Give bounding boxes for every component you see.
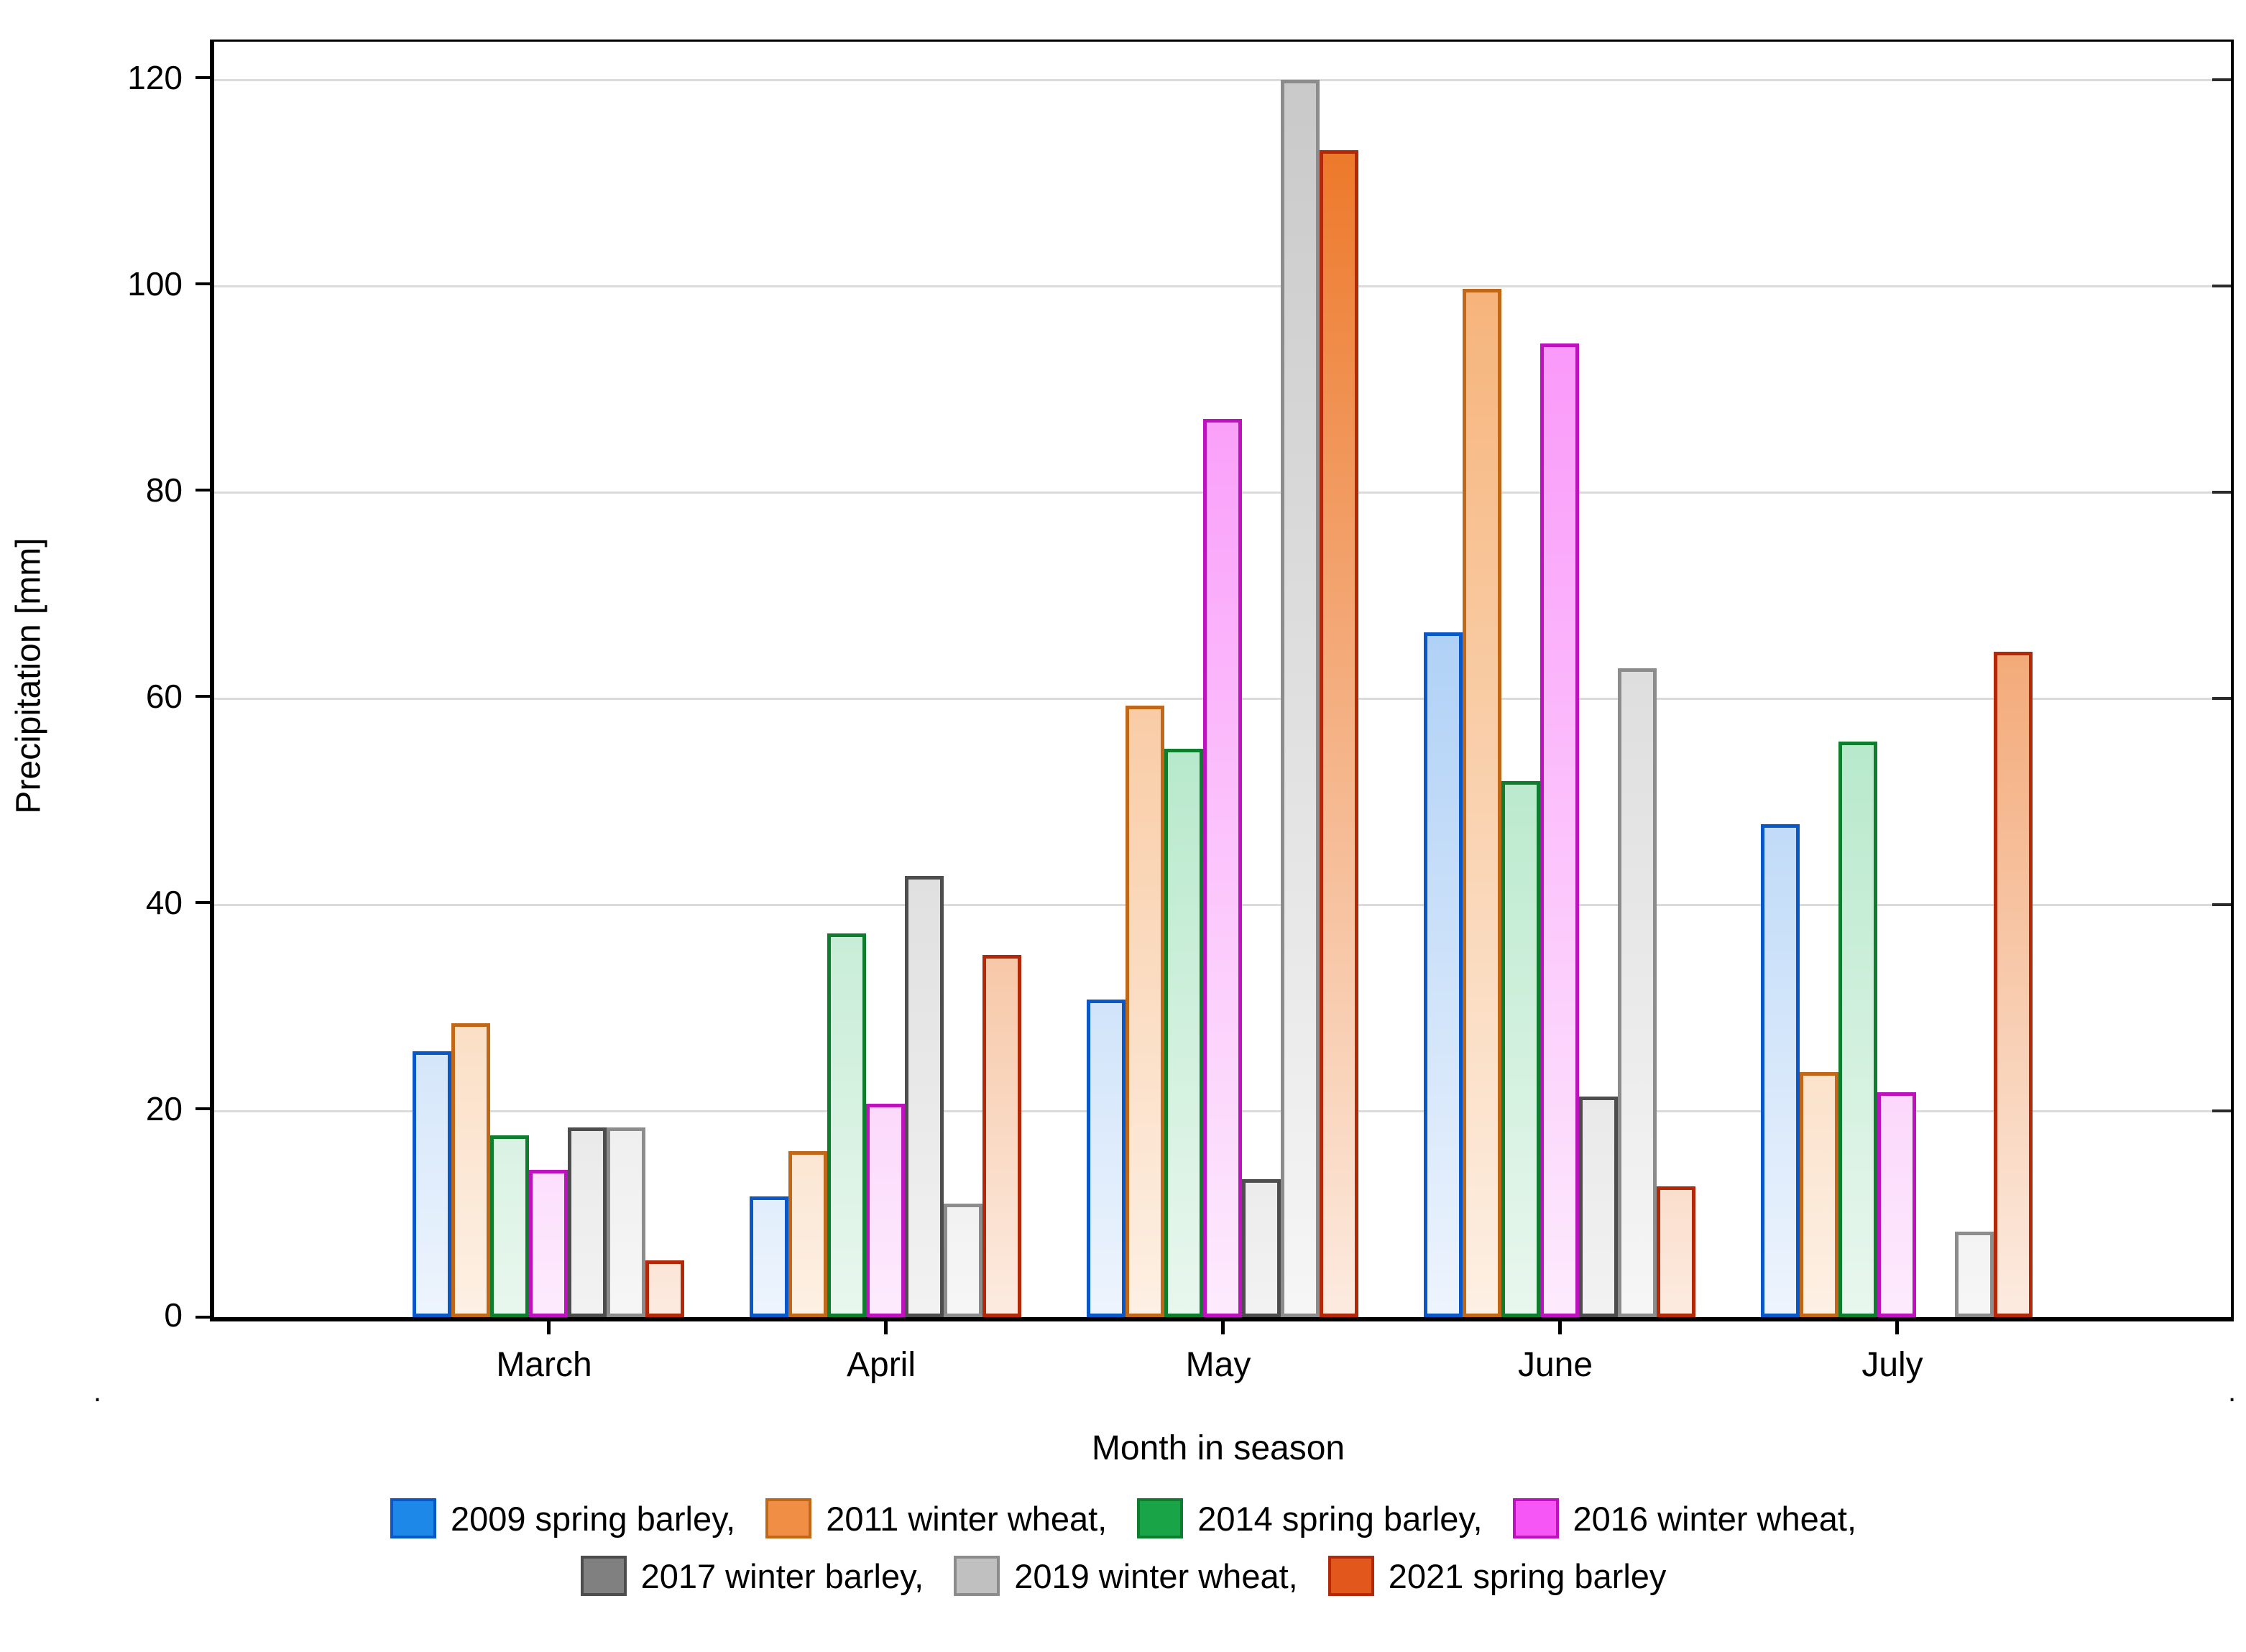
bar-march-2017 (568, 1127, 607, 1317)
x-tick-may (1221, 1317, 1225, 1334)
legend-swatch-2016 (1512, 1498, 1559, 1538)
bar-april-2017 (905, 875, 944, 1317)
stray-dot-right: . (2228, 1376, 2237, 1408)
x-tick-march (547, 1317, 551, 1334)
y-tick-label-20: 20 (145, 1090, 183, 1127)
legend-swatch-2014 (1137, 1498, 1184, 1538)
bar-july-2021 (1994, 652, 2033, 1317)
legend: 2009 spring barley, 2011 winter wheat, 201… (115, 1498, 2132, 1613)
plot-area (210, 40, 2234, 1321)
y-tick-label-80: 80 (145, 471, 183, 509)
bar-may-2019 (1281, 80, 1320, 1317)
legend-row-2: 2017 winter barley, 2019 winter wheat, 202… (115, 1556, 2132, 1596)
x-tick-label-may: May (1185, 1346, 1251, 1384)
x-tick-july (1895, 1317, 1899, 1334)
legend-label-2016: 2016 winter wheat, (1573, 1499, 1857, 1538)
legend-item-2014: 2014 spring barley, (1137, 1498, 1483, 1538)
bar-june-2016 (1540, 343, 1579, 1317)
legend-swatch-2017 (580, 1556, 627, 1596)
bar-june-2011 (1463, 289, 1501, 1317)
bar-june-2014 (1501, 780, 1540, 1317)
bar-april-2014 (827, 933, 866, 1317)
bar-july-2009 (1761, 824, 1800, 1317)
legend-swatch-2011 (765, 1498, 812, 1538)
bar-april-2019 (944, 1204, 982, 1317)
legend-swatch-2009 (390, 1498, 436, 1538)
x-tick-label-april: April (846, 1346, 916, 1384)
bar-april-2009 (750, 1196, 788, 1317)
y-tick-60 (195, 695, 214, 698)
y-tick-label-0: 0 (164, 1296, 183, 1334)
legend-swatch-2019 (954, 1556, 1000, 1596)
y-tick-right-20 (2212, 1109, 2231, 1112)
bar-may-2016 (1203, 419, 1242, 1317)
bar-april-2016 (866, 1103, 905, 1317)
y-axis-title: Precipitation [mm] (9, 537, 48, 814)
y-tick-right-120 (2212, 78, 2231, 82)
bar-june-2009 (1424, 632, 1463, 1317)
bar-june-2017 (1579, 1096, 1618, 1317)
x-tick-june (1558, 1317, 1562, 1334)
x-tick-label-july: July (1861, 1346, 1923, 1384)
legend-row-1: 2009 spring barley, 2011 winter wheat, 201… (115, 1498, 2132, 1538)
bar-march-2021 (645, 1260, 684, 1317)
bar-march-2019 (607, 1127, 645, 1317)
x-tick-april (884, 1317, 888, 1334)
bar-april-2011 (788, 1150, 827, 1317)
x-axis-title: Month in season (1091, 1429, 1345, 1467)
legend-swatch-2021 (1327, 1556, 1374, 1596)
bar-may-2011 (1126, 706, 1164, 1317)
bar-june-2021 (1657, 1186, 1695, 1317)
y-tick-right-60 (2212, 697, 2231, 701)
legend-item-2016: 2016 winter wheat, (1512, 1498, 1857, 1538)
y-tick-label-60: 60 (145, 678, 183, 716)
legend-label-2011: 2011 winter wheat, (826, 1499, 1108, 1538)
bar-may-2021 (1320, 149, 1358, 1317)
bar-may-2017 (1242, 1178, 1281, 1317)
gridline-y120 (214, 79, 2231, 82)
bar-april-2021 (982, 955, 1021, 1317)
bar-may-2009 (1087, 1000, 1126, 1317)
legend-label-2009: 2009 spring barley, (450, 1499, 736, 1538)
y-tick-right-80 (2212, 491, 2231, 494)
bar-july-2019 (1955, 1231, 1994, 1317)
y-tick-label-120: 120 (127, 59, 183, 97)
bar-march-2016 (529, 1169, 568, 1317)
bar-march-2009 (413, 1051, 451, 1317)
y-tick-80 (195, 489, 214, 492)
gridline-y100 (214, 285, 2231, 288)
y-tick-40 (195, 901, 214, 905)
x-tick-label-june: June (1517, 1346, 1593, 1384)
bar-march-2011 (451, 1023, 490, 1317)
y-tick-20 (195, 1107, 214, 1110)
legend-label-2014: 2014 spring barley, (1197, 1499, 1483, 1538)
bar-march-2014 (490, 1135, 529, 1317)
y-tick-right-100 (2212, 285, 2231, 288)
legend-item-2019: 2019 winter wheat, (954, 1556, 1298, 1596)
legend-item-2009: 2009 spring barley, (390, 1498, 735, 1538)
legend-label-2021: 2021 spring barley (1388, 1556, 1667, 1595)
bar-july-2016 (1877, 1092, 1916, 1317)
legend-item-2021: 2021 spring barley (1327, 1556, 1667, 1596)
legend-label-2017: 2017 winter barley, (640, 1556, 924, 1595)
legend-item-2017: 2017 winter barley, (580, 1556, 924, 1596)
bar-june-2019 (1618, 668, 1657, 1317)
y-tick-label-100: 100 (127, 265, 183, 303)
y-tick-0 (195, 1316, 214, 1319)
y-tick-120 (195, 76, 214, 80)
bar-may-2014 (1164, 749, 1203, 1317)
bar-july-2014 (1838, 742, 1877, 1317)
x-tick-label-march: March (496, 1346, 592, 1384)
stray-dot-left: . (93, 1376, 102, 1408)
y-tick-label-40: 40 (145, 884, 183, 922)
bar-july-2011 (1800, 1071, 1838, 1317)
legend-item-2011: 2011 winter wheat, (765, 1498, 1107, 1538)
legend-label-2019: 2019 winter wheat, (1014, 1556, 1298, 1595)
y-tick-100 (195, 282, 214, 286)
y-tick-right-40 (2212, 903, 2231, 907)
